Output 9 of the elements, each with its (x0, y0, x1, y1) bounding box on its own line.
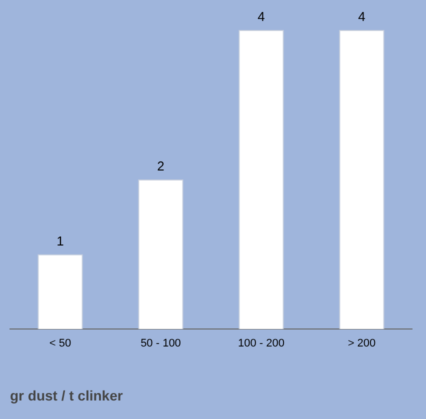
x-tick-label: > 200 (348, 338, 376, 350)
data-label: 4 (258, 9, 265, 24)
x-tick-label: 100 - 200 (238, 338, 284, 350)
data-label: 4 (358, 9, 366, 24)
data-label: 1 (56, 233, 64, 248)
x-tick-label: 50 - 100 (140, 338, 181, 350)
x-tick-label: < 50 (49, 338, 72, 350)
data-label: 2 (157, 158, 164, 174)
x-axis-title: gr dust / t clinker (10, 387, 124, 404)
